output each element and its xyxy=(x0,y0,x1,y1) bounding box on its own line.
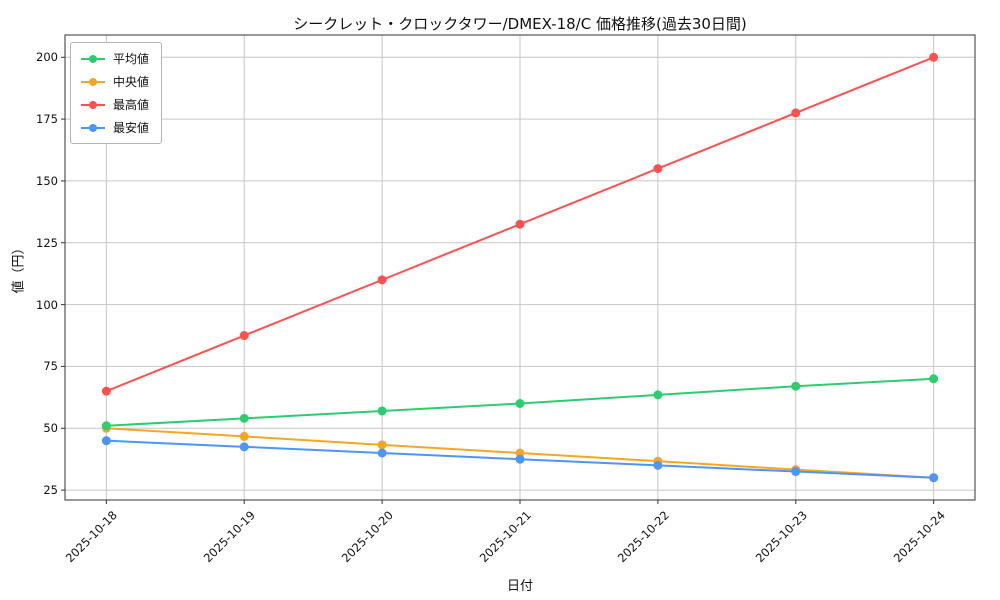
data-point-marker xyxy=(377,440,387,450)
data-point-marker xyxy=(791,381,801,391)
data-point-marker xyxy=(515,454,525,464)
y-tick-label: 50 xyxy=(43,421,58,436)
legend-marker-icon xyxy=(81,54,105,63)
y-tick-label: 100 xyxy=(36,297,58,312)
data-point-marker xyxy=(239,442,249,452)
series-max xyxy=(101,52,939,396)
series-min xyxy=(101,436,939,483)
data-point-marker xyxy=(101,436,111,446)
y-tick-label: 25 xyxy=(43,483,58,498)
chart-title: シークレット・クロックタワー/DMEX-18/C 価格推移(過去30日間) xyxy=(293,15,747,33)
legend-label: 中央値 xyxy=(113,75,150,89)
data-point-marker xyxy=(653,460,663,470)
data-point-marker xyxy=(239,413,249,423)
legend-marker-icon xyxy=(81,77,105,86)
data-point-marker xyxy=(515,448,525,458)
data-point-marker xyxy=(515,219,525,229)
data-point-marker xyxy=(929,473,939,483)
y-axis-label: 値（円） xyxy=(11,241,27,294)
data-point-marker xyxy=(515,399,525,409)
data-point-marker xyxy=(791,467,801,477)
plot-border xyxy=(64,34,976,501)
y-tick-label: 175 xyxy=(36,112,58,127)
data-point-marker xyxy=(929,52,939,62)
data-point-marker xyxy=(791,108,801,118)
legend-item-avg: 平均値 xyxy=(80,50,149,67)
grid xyxy=(65,35,975,500)
data-point-marker xyxy=(653,390,663,400)
y-tick-label: 150 xyxy=(36,173,58,188)
legend: 平均値中央値最高値最安値 xyxy=(70,42,163,144)
legend-marker-icon xyxy=(81,123,105,132)
data-point-marker xyxy=(239,431,249,441)
legend-item-max: 最高値 xyxy=(80,96,149,113)
tick-marks xyxy=(61,56,935,504)
legend-item-median: 中央値 xyxy=(80,73,149,90)
legend-label: 平均値 xyxy=(113,52,150,66)
data-point-marker xyxy=(101,421,111,431)
data-point-marker xyxy=(653,164,663,174)
series-avg xyxy=(101,374,939,431)
data-point-marker xyxy=(377,275,387,285)
legend-label: 最安値 xyxy=(113,121,150,135)
data-point-marker xyxy=(929,374,939,384)
legend-label: 最高値 xyxy=(113,98,150,112)
data-point-marker xyxy=(377,448,387,458)
legend-marker-icon xyxy=(81,100,105,109)
data-point-marker xyxy=(101,386,111,396)
data-point-marker xyxy=(239,331,249,341)
y-tick-label: 75 xyxy=(43,359,58,374)
x-axis-label: 日付 xyxy=(506,579,533,594)
legend-item-min: 最安値 xyxy=(80,119,149,136)
y-tick-label: 125 xyxy=(36,235,58,250)
data-point-marker xyxy=(377,406,387,416)
y-tick-label: 200 xyxy=(36,50,58,65)
